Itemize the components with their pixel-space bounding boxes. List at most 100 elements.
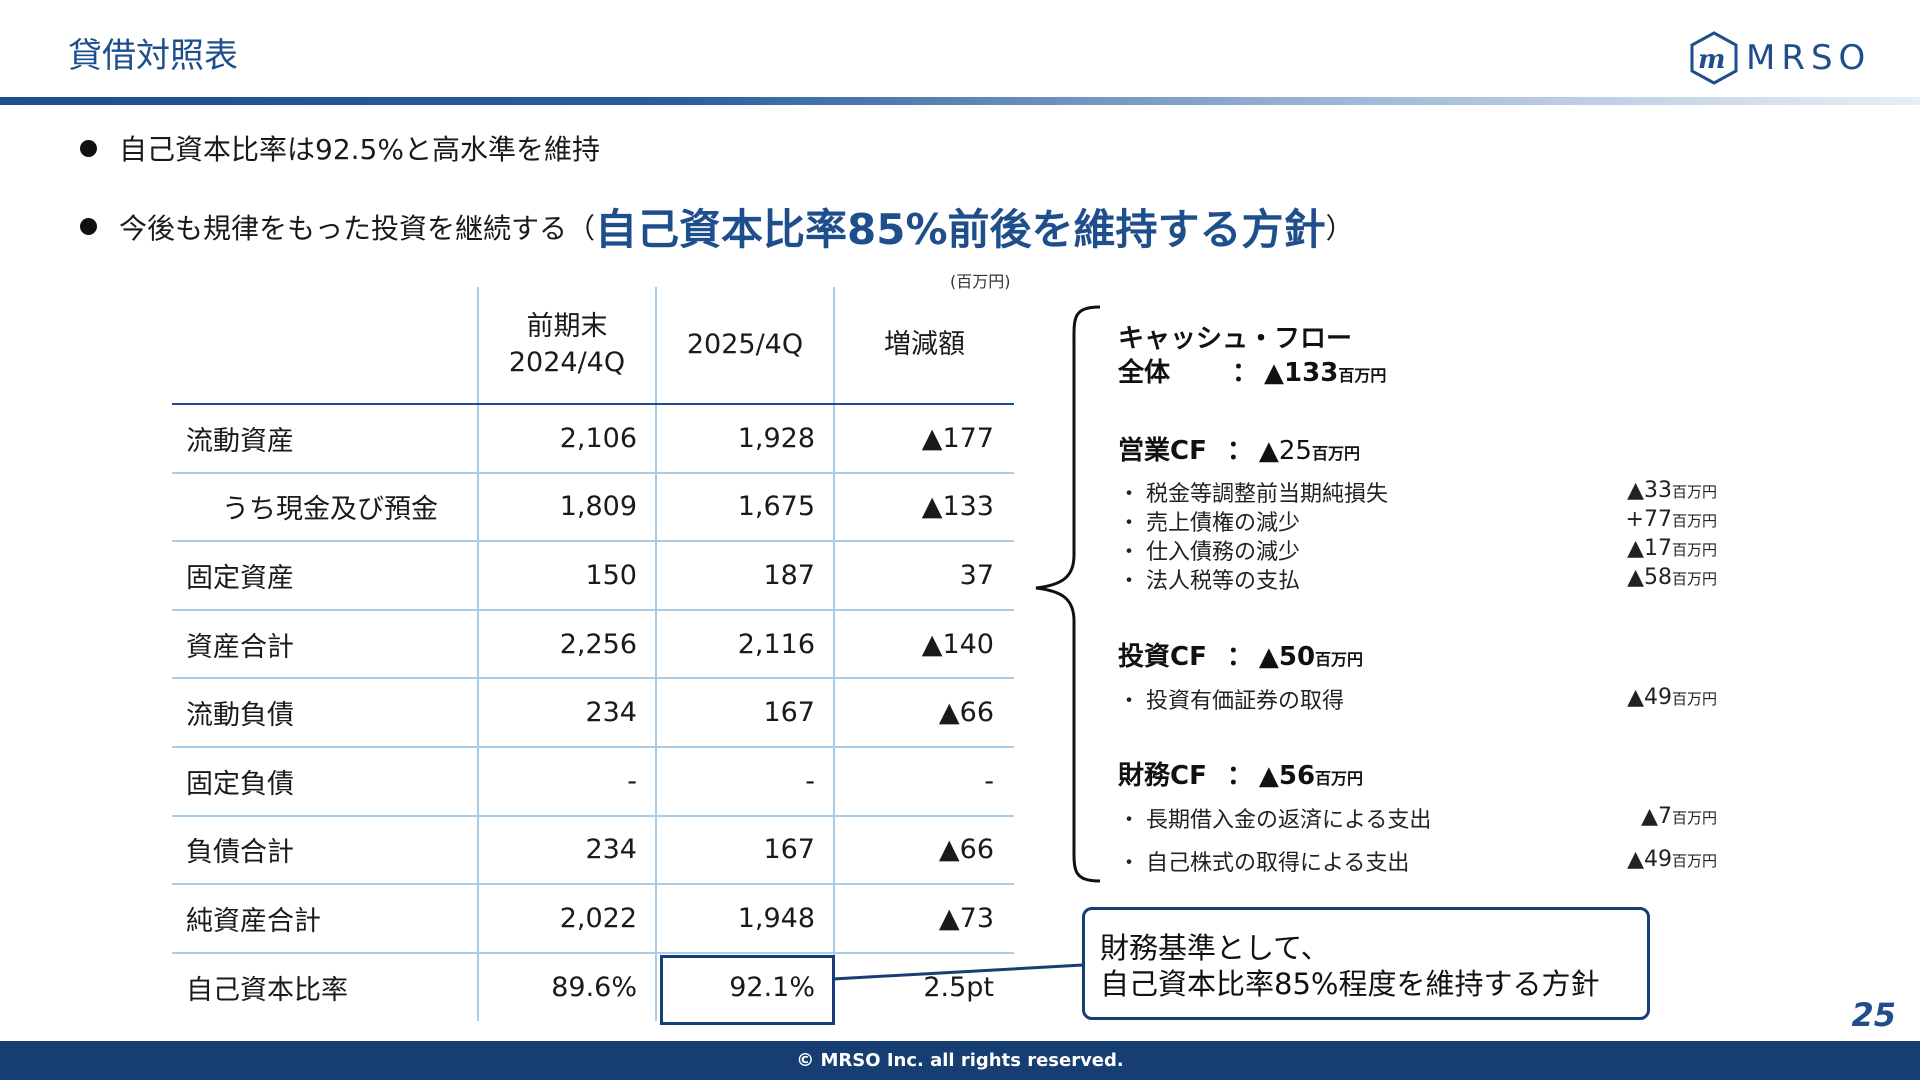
cf-financing-value: ▲56 <box>1258 761 1316 791</box>
cf-operating-label: 営業CF <box>1118 436 1207 466</box>
bullet-dot-icon <box>80 218 97 235</box>
cf-list-item: ・投資有価証券の取得 <box>1118 683 1344 715</box>
cell-diff: ▲177 <box>833 404 1014 474</box>
svg-text:m: m <box>1698 45 1726 75</box>
cf-item-value: ▲49百万円 <box>1627 847 1717 872</box>
cf-total-value: ▲133 <box>1264 358 1339 388</box>
cf-unit: 百万円 <box>1315 769 1364 788</box>
cell-diff: ▲66 <box>833 678 1014 748</box>
cell-curr: 1,948 <box>655 884 834 954</box>
cf-item-unit: 百万円 <box>1671 852 1717 870</box>
header-empty <box>172 287 478 405</box>
cf-item-value: ▲58百万円 <box>1627 565 1717 590</box>
header-prev-period: 前期末 2024/4Q <box>477 287 656 405</box>
table-header-row: 前期末 2024/4Q 2025/4Q 増減額 <box>172 287 1014 405</box>
cell-curr: 167 <box>655 815 834 886</box>
cell-diff: ▲66 <box>833 815 1014 886</box>
cf-item-mark: ・ <box>1118 851 1141 876</box>
table-unit: (百万円) <box>950 272 1011 291</box>
cf-item-value: ▲33百万円 <box>1627 478 1717 503</box>
row-label: 固定資産 <box>172 541 478 611</box>
row-label: 固定負債 <box>172 746 478 817</box>
page-number: 25 <box>1851 996 1896 1034</box>
cell-prev: 234 <box>477 678 656 748</box>
cell-curr: 167 <box>655 678 834 748</box>
cf-item-value: ▲7百万円 <box>1641 804 1717 829</box>
cf-colon: ： <box>1232 358 1259 388</box>
paren-close: ） <box>1325 211 1354 245</box>
cf-item-mark: ・ <box>1118 808 1141 833</box>
cf-list-item: ・仕入債務の減少 <box>1118 534 1300 566</box>
row-label: うち現金及び預金 <box>172 472 478 543</box>
callout-connector <box>833 963 1083 981</box>
cell-prev: 2,022 <box>477 884 656 954</box>
table-row: 資産合計 2,256 2,116 ▲140 <box>172 609 1014 680</box>
cf-item-mark: ・ <box>1118 482 1141 507</box>
mrso-logo-icon: m <box>1690 31 1738 85</box>
row-label: 負債合計 <box>172 815 478 886</box>
curly-brace-icon <box>1035 305 1101 883</box>
row-label: 自己資本比率 <box>186 975 348 1007</box>
cf-item-unit: 百万円 <box>1671 541 1717 559</box>
cf-item-value: +77百万円 <box>1626 507 1717 532</box>
cf-item-amount: ▲33 <box>1627 478 1672 503</box>
cell-diff: ▲133 <box>833 472 1014 543</box>
cf-item-amount: ▲49 <box>1627 685 1672 710</box>
cell-curr: 187 <box>655 541 834 611</box>
cf-unit: 百万円 <box>1311 444 1360 463</box>
cf-operating: 営業CF ： ▲25百万円 <box>1118 430 1360 467</box>
header-prev-line1: 前期末 <box>526 310 608 342</box>
cf-list-item: ・自己株式の取得による支出 <box>1118 845 1409 877</box>
cf-list-item: ・売上債権の減少 <box>1118 505 1300 537</box>
cf-item-amount: ▲49 <box>1627 847 1672 872</box>
cf-item-unit: 百万円 <box>1671 570 1717 588</box>
cell-prev: 1,809 <box>477 472 656 543</box>
row-label: 流動資産 <box>172 404 478 474</box>
cf-colon: ： <box>1226 436 1253 466</box>
cf-list-item: ・税金等調整前当期純損失 <box>1118 476 1388 508</box>
cf-item-text: 長期借入金の返済による支出 <box>1146 808 1432 833</box>
cf-financing: 財務CF ： ▲56百万円 <box>1118 755 1363 792</box>
table-row: 自己資本比率 89.6% 92.1% 2.5pt <box>172 952 1014 1022</box>
cf-item-amount: ▲7 <box>1641 804 1672 829</box>
cf-total-label: 全体 <box>1118 358 1171 388</box>
company-logo: m MRSO <box>1688 28 1888 88</box>
callout-line2: 自己資本比率85%程度を維持する方針 <box>1100 967 1600 1002</box>
cf-item-mark: ・ <box>1118 689 1141 714</box>
cf-investing: 投資CF ： ▲50百万円 <box>1118 636 1363 673</box>
logo-text: MRSO <box>1746 38 1872 78</box>
footer-bar: © MRSO Inc. all rights reserved. <box>0 1041 1920 1080</box>
cf-unit: 百万円 <box>1315 650 1364 669</box>
table-row: 純資産合計 2,022 1,948 ▲73 <box>172 884 1014 954</box>
row-label: 純資産合計 <box>172 884 478 954</box>
cell-curr: 1,928 <box>655 404 834 474</box>
header-divider <box>0 97 1920 105</box>
cf-total: 全体 ： ▲133百万円 <box>1118 352 1386 389</box>
equity-ratio-highlight <box>660 955 835 1025</box>
cell-prev: 150 <box>477 541 656 611</box>
cell-prev: 2,256 <box>477 609 656 680</box>
cf-list-item: ・長期借入金の返済による支出 <box>1118 802 1431 834</box>
cf-total-title: キャッシュ・フロー <box>1118 324 1353 354</box>
bullet-dot-icon <box>80 139 97 157</box>
cf-investing-value: ▲50 <box>1258 642 1316 672</box>
cf-investing-label: 投資CF <box>1118 642 1207 672</box>
cell-curr: 92.1% <box>655 952 834 1022</box>
cf-item-unit: 百万円 <box>1671 690 1717 708</box>
row-label: 流動負債 <box>172 678 478 748</box>
row-label: 資産合計 <box>172 609 478 680</box>
bullet-investment-policy: 今後も規律をもった投資を継続する （ 自己資本比率85%前後を維持する方針 ） <box>80 196 1354 257</box>
table-row: 固定資産 150 187 37 <box>172 541 1014 611</box>
cf-item-mark: ・ <box>1118 540 1141 565</box>
cf-item-text: 投資有価証券の取得 <box>1146 689 1345 714</box>
cf-item-unit: 百万円 <box>1671 483 1717 501</box>
cf-item-text: 法人税等の支払 <box>1146 569 1301 594</box>
cell-curr: - <box>655 746 834 817</box>
cf-financing-label: 財務CF <box>1118 761 1207 791</box>
cf-item-amount: ▲58 <box>1627 565 1672 590</box>
cf-item-text: 税金等調整前当期純損失 <box>1146 482 1389 507</box>
cf-item-text: 売上債権の減少 <box>1146 511 1301 536</box>
header-current-period: 2025/4Q <box>655 287 834 405</box>
copyright-text: © MRSO Inc. all rights reserved. <box>796 1050 1124 1071</box>
bullet-text: 自己資本比率は92.5%と高水準を維持 <box>119 133 600 166</box>
